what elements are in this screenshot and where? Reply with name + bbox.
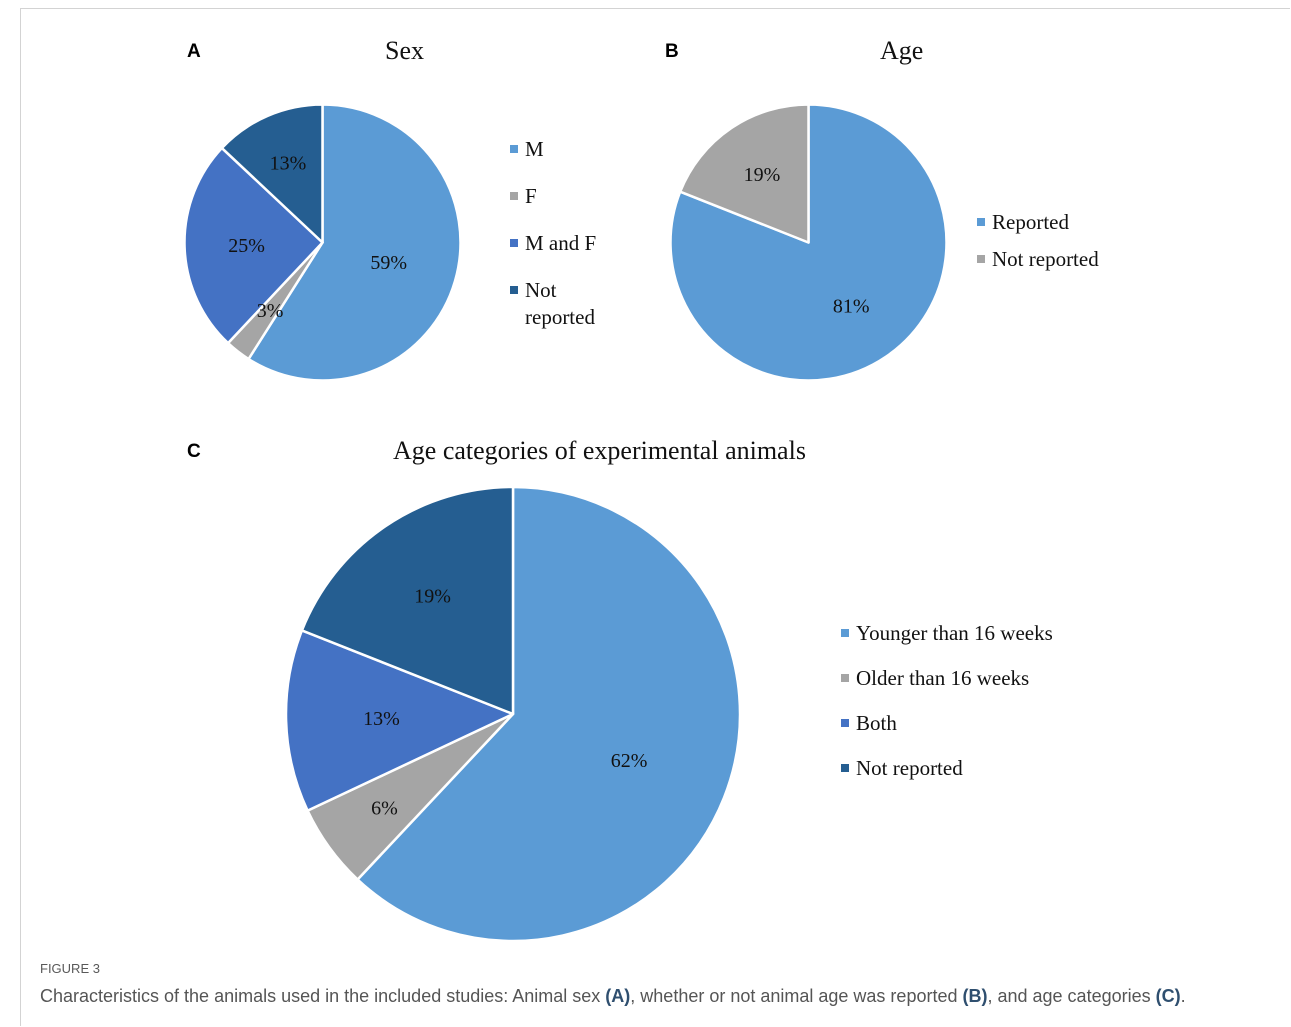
chart-b-title: Age (880, 36, 924, 65)
caption-ref-c: (C) (1155, 986, 1181, 1006)
caption-ref-b: (B) (962, 986, 988, 1006)
legend-item-older-than-16-weeks: Older than 16 weeks (841, 665, 1053, 692)
caption-ref-a: (A) (605, 986, 631, 1006)
legend-label: M (525, 137, 544, 161)
legend-label: Not reported (525, 278, 595, 329)
caption-text-mid1: , whether or not animal age was reported (630, 986, 963, 1006)
slice-value-label: 62% (611, 750, 648, 772)
pie-slice-not-reported (300, 485, 515, 716)
chart-c-title: Age categories of experimental animals (393, 436, 806, 465)
pie-chart-sex: 59% 3% 25% 13% (183, 103, 462, 382)
pie-slice-younger-than-16-weeks (356, 485, 742, 943)
legend-label: Reported (992, 210, 1069, 234)
pie-slice-m (247, 103, 462, 382)
slice-value-label: 13% (270, 153, 307, 175)
slice-value-label: 6% (371, 797, 398, 819)
legend-age-categories: Younger than 16 weeks Older than 16 weeks… (841, 620, 1053, 800)
pie-slice-not-reported (220, 103, 324, 244)
legend-item-not-reported: Not reported (510, 277, 596, 331)
chart-a-title: Sex (385, 36, 424, 65)
legend-swatch (841, 629, 849, 637)
panel-b-letter: B (665, 41, 679, 62)
slice-value-label: 59% (370, 252, 407, 274)
caption-text-mid2: , and age categories (987, 986, 1156, 1006)
pie-slice-both (284, 629, 515, 812)
legend-swatch (841, 764, 849, 772)
legend-label: Not reported (856, 756, 963, 780)
legend-swatch (841, 674, 849, 682)
legend-item-reported: Reported (977, 209, 1099, 236)
slice-value-label: 81% (833, 295, 870, 317)
legend-swatch (977, 218, 985, 226)
legend-label: Both (856, 711, 897, 735)
slice-value-label: 13% (363, 708, 400, 730)
figure-label: FIGURE 3 (40, 961, 100, 976)
legend-age: Reported Not reported (977, 209, 1099, 283)
caption-text-post: . (1180, 986, 1186, 1006)
legend-label: M and F (525, 231, 597, 255)
pie-slice-not-reported (678, 103, 810, 244)
pie-chart-age-categories: 62% 6% 13% 19% (284, 485, 742, 943)
panel-a-letter: A (187, 41, 201, 62)
slice-value-label: 3% (257, 300, 284, 322)
legend-item-younger-than-16-weeks: Younger than 16 weeks (841, 620, 1053, 647)
pie-slice-m-and-f (183, 146, 324, 345)
legend-item-not-reported: Not reported (977, 246, 1099, 273)
legend-label: Not reported (992, 247, 1099, 271)
legend-swatch (977, 255, 985, 263)
legend-item-not-reported: Not reported (841, 755, 1053, 782)
caption-text-pre: Characteristics of the animals used in t… (40, 986, 606, 1006)
legend-label: Older than 16 weeks (856, 666, 1030, 690)
slice-value-label: 19% (414, 586, 451, 608)
legend-swatch (510, 239, 518, 247)
legend-label: Younger than 16 weeks (856, 621, 1053, 645)
pie-chart-age: 81% 19% (669, 103, 948, 382)
legend-item-m-and-f: M and F (510, 230, 596, 257)
legend-item-m: M (510, 136, 596, 163)
legend-swatch (841, 719, 849, 727)
legend-label: F (525, 184, 537, 208)
slice-value-label: 25% (228, 235, 265, 257)
legend-item-both: Both (841, 710, 1053, 737)
legend-item-f: F (510, 183, 596, 210)
figure-frame (20, 8, 1290, 1026)
legend-swatch (510, 145, 518, 153)
panel-c-letter: C (187, 441, 201, 462)
legend-swatch (510, 286, 518, 294)
legend-swatch (510, 192, 518, 200)
figure-caption: Characteristics of the animals used in t… (40, 986, 1186, 1007)
slice-value-label: 19% (744, 164, 781, 186)
